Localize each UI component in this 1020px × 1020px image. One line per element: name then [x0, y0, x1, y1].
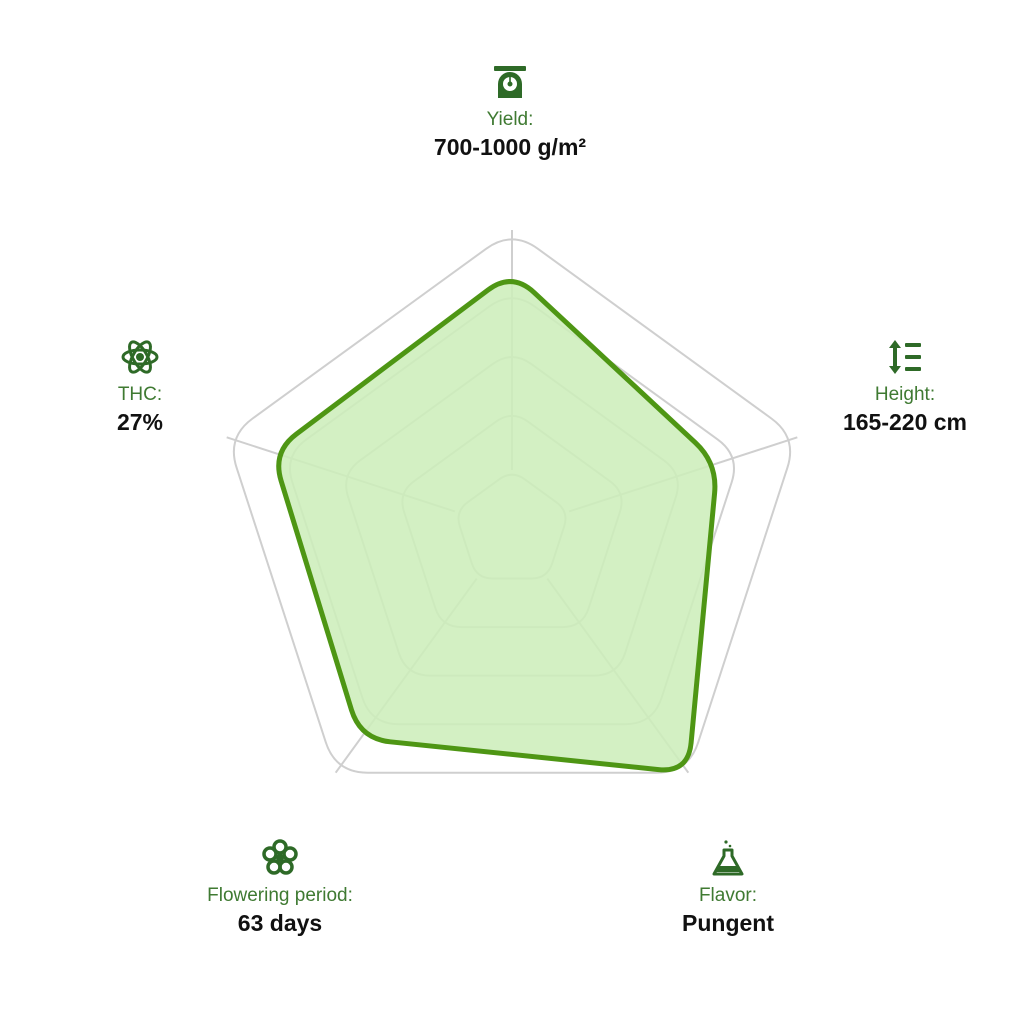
axis-label: THC: [117, 384, 163, 405]
axis-flowering-period: Flowering period: 63 days [150, 838, 410, 938]
axis-value: 63 days [237, 910, 323, 936]
axis-value: 165-220 cm [842, 409, 968, 435]
axis-height: Height: 165-220 cm [775, 337, 1020, 437]
axis-value: 700-1000 g/m² [433, 134, 587, 160]
series-area [276, 279, 718, 773]
flower-icon [262, 839, 298, 875]
scale-icon [494, 66, 526, 98]
atom-icon [121, 340, 159, 374]
axis-label: Flowering period: [207, 885, 353, 906]
axis-label: Height: [874, 384, 936, 405]
axis-value: Pungent [682, 910, 774, 936]
axis-value: 27% [116, 409, 164, 435]
radar-series [276, 279, 718, 773]
axis-flavor: Flavor: Pungent [598, 838, 858, 938]
axis-label: Yield: [486, 109, 534, 130]
height-arrows-icon [889, 340, 921, 374]
axis-label: Flavor: [698, 885, 758, 906]
axis-yield: Yield: 700-1000 g/m² [380, 62, 640, 162]
flask-icon [712, 840, 744, 876]
axis-thc: THC: 27% [10, 337, 270, 437]
